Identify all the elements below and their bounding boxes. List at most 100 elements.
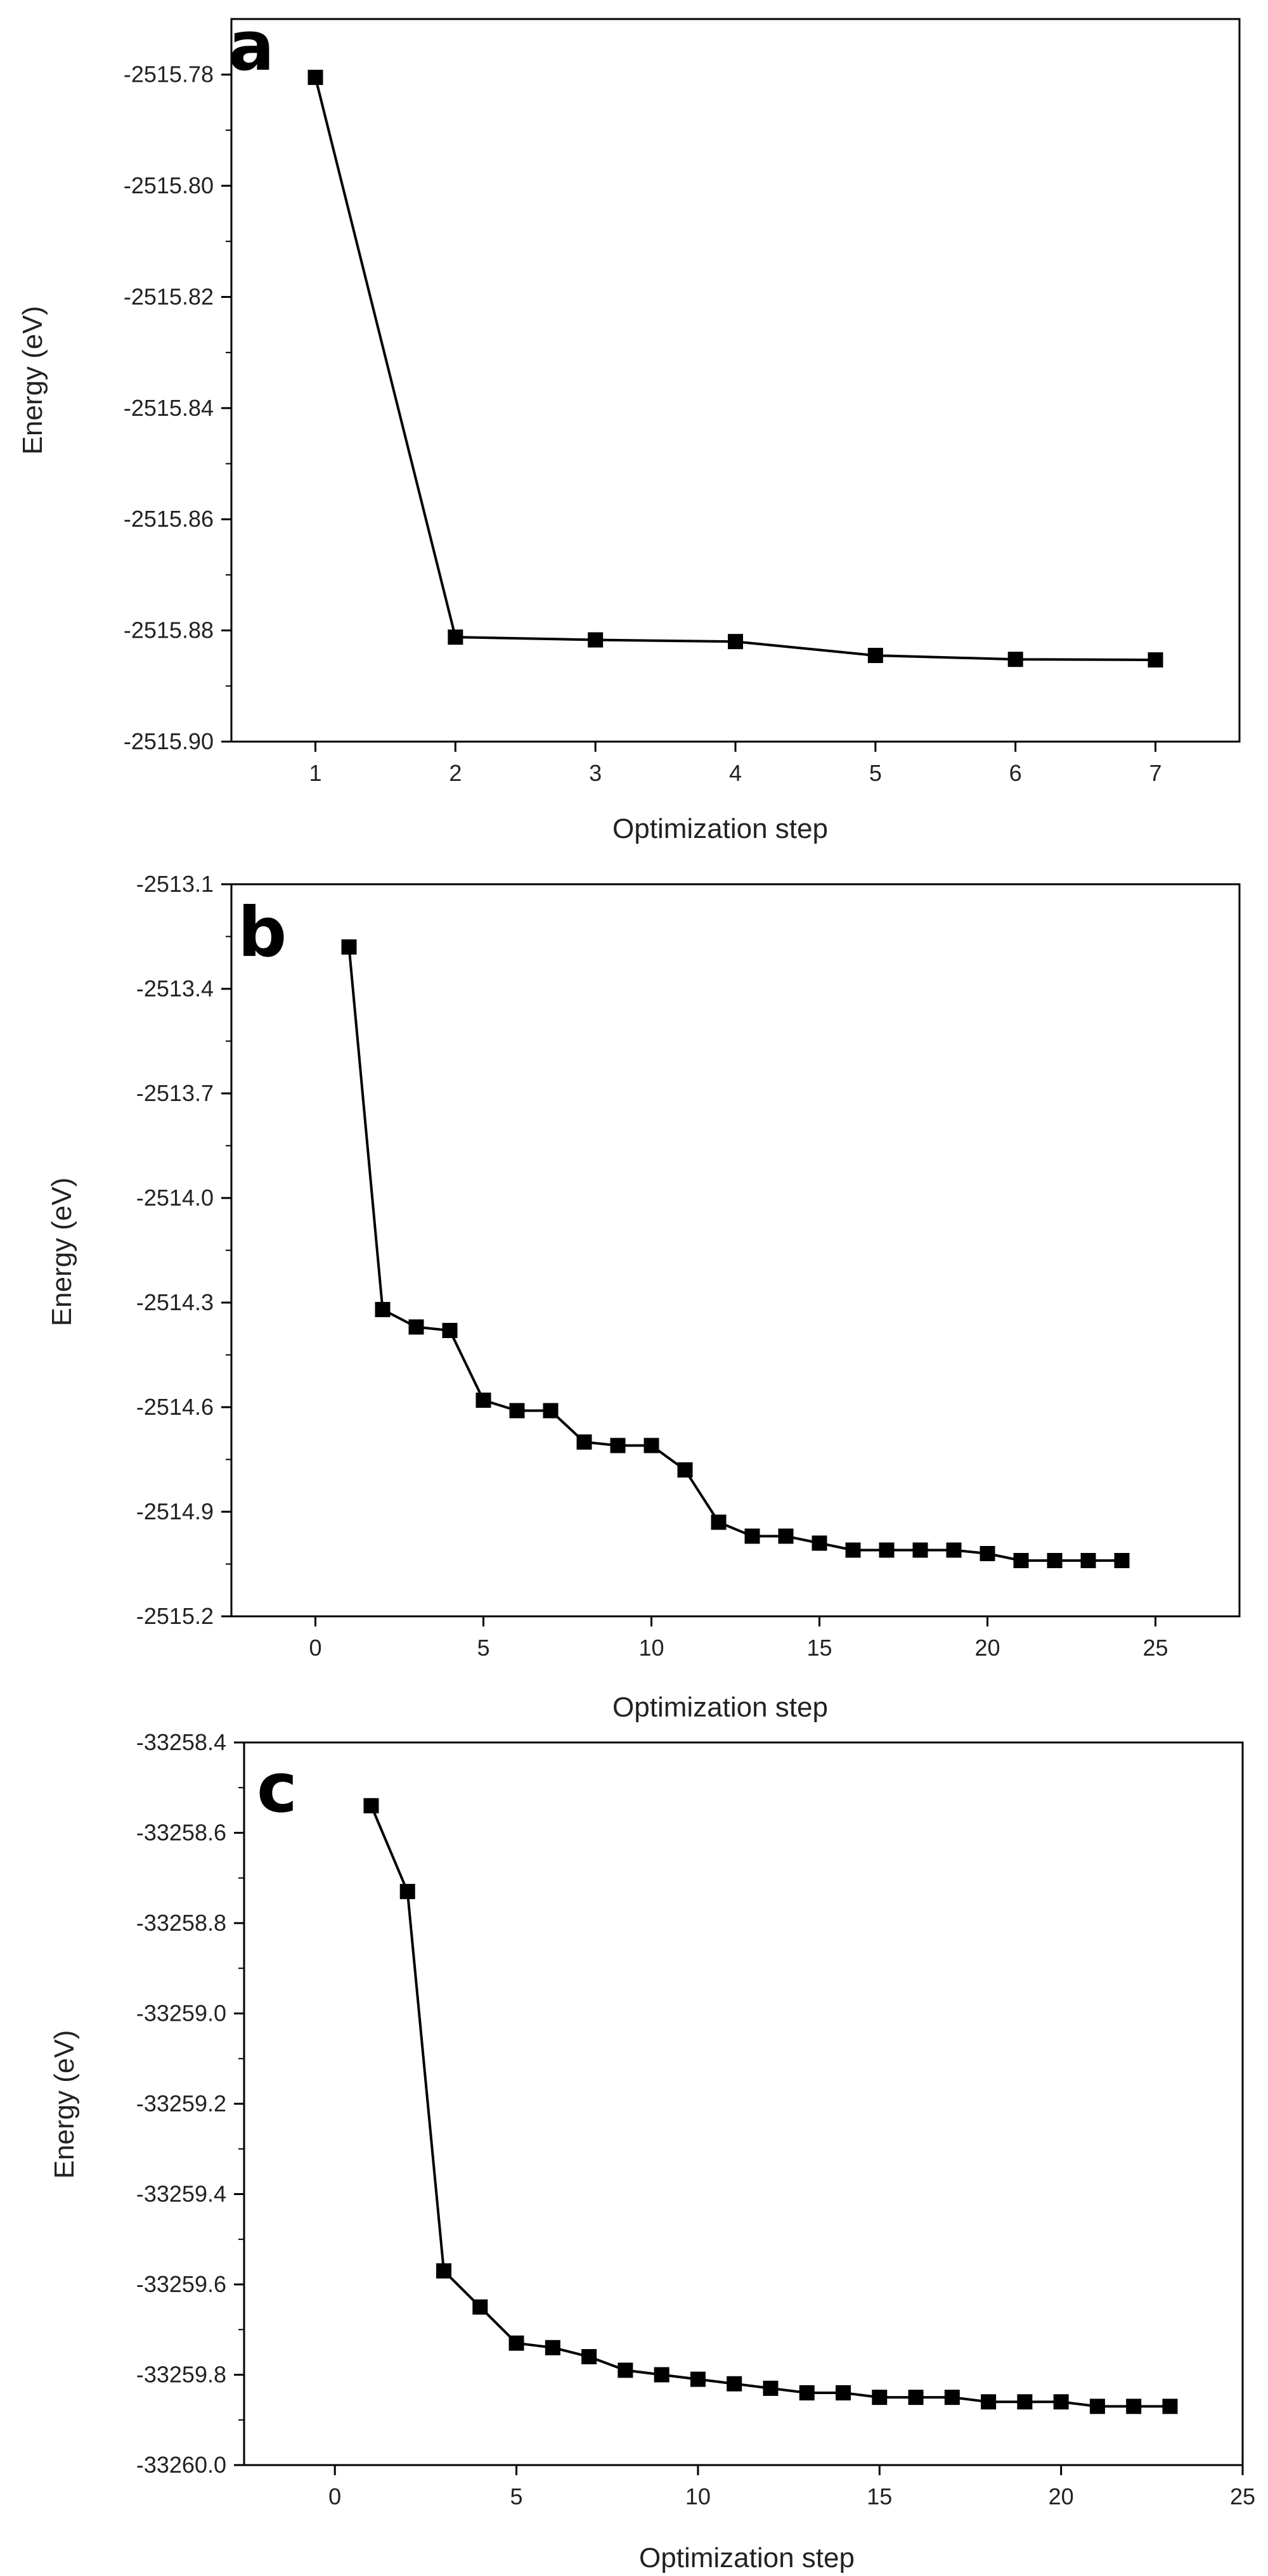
panel-b-data-point [1114, 1553, 1130, 1568]
panel-b-data-point [879, 1542, 895, 1558]
panel-a-data-point [867, 648, 883, 664]
panel-b-ytick-label: -2514.6 [136, 1394, 214, 1420]
panel-c-xtick-label: 10 [685, 2483, 711, 2509]
panel-b-data-point [408, 1319, 424, 1335]
panel-b-ytick-label: -2514.9 [136, 1498, 214, 1524]
panel-a: 1 2 3 4 5 6 7 -2515.78 -2515.80 -2515.82 -2515.84 -… [17, 7, 1241, 844]
panel-a-ytick-label: -2515.88 [124, 617, 214, 643]
panel-c-ytick-label: -33258.6 [136, 1820, 226, 1846]
panel-a-series [307, 70, 1163, 668]
panel-c-ytick-label: -33260.0 [136, 2452, 226, 2478]
panel-c-data-point [1126, 2399, 1142, 2414]
panel-b-ylabel: Energy (eV) [46, 1178, 77, 1327]
panel-b-ytick-label: -2513.4 [136, 976, 214, 1001]
panel-b-xtick-label: 15 [806, 1635, 832, 1661]
panel-a-xtick-label: 2 [449, 760, 462, 786]
panel-b-ytick-label: -2515.2 [136, 1603, 214, 1629]
panel-c-xtick-label: 0 [328, 2483, 341, 2509]
panel-c-series [363, 1798, 1178, 2414]
panel-a-xtick-label: 5 [869, 760, 882, 786]
panel-b-ytick-label: -2514.0 [136, 1185, 214, 1211]
panel-b-data-point [1013, 1553, 1029, 1568]
panel-b-ticks: 0 5 10 15 20 25 -2513.1 -2513.4 -2513.7 -2514.0 -2… [136, 871, 1168, 1661]
panel-a-ytick-label: -2515.86 [124, 506, 214, 532]
panel-a-data-point [307, 70, 323, 86]
panel-a-data-point [1007, 652, 1023, 667]
panel-a-ytick-label: -2515.90 [124, 728, 214, 754]
panel-a-xlabel: Optimization step [612, 813, 828, 844]
panel-a-label: a [228, 7, 275, 86]
panel-b-data-point [375, 1302, 391, 1317]
panel-a-ytick-label: -2515.84 [124, 395, 214, 421]
panel-b-data-point [576, 1434, 592, 1450]
panel-b-xlabel: Optimization step [612, 1692, 828, 1723]
panel-c: 0 5 10 15 20 25 -33258.4 -33258.6 -33258.8 -33259… [49, 1729, 1255, 2573]
panel-c-data-point [727, 2376, 742, 2392]
panel-b-data-point [980, 1546, 995, 1561]
panel-c-ytick-label: -33259.2 [136, 2090, 226, 2116]
panel-b-series [341, 939, 1130, 1568]
panel-a-data-point [728, 634, 743, 650]
panel-c-data-point [581, 2349, 597, 2364]
panel-c-data-point [799, 2385, 815, 2400]
panel-b-data-point [644, 1438, 659, 1453]
panel-b-data-point [610, 1438, 626, 1453]
panel-c-ytick-label: -33258.4 [136, 1729, 226, 1755]
panel-c-label: c [257, 1749, 297, 1828]
panel-b-xtick-label: 5 [477, 1635, 489, 1661]
panel-c-ylabel: Energy (eV) [49, 2030, 80, 2179]
panel-c-data-point [654, 2367, 670, 2383]
panel-b-data-point [744, 1528, 760, 1544]
panel-c-data-point [1089, 2399, 1105, 2414]
panel-a-data-point [448, 629, 463, 645]
panel-a-ticks: 1 2 3 4 5 6 7 -2515.78 -2515.80 -2515.82 -2515.84 -… [124, 61, 1162, 786]
panel-c-data-point [472, 2299, 488, 2315]
panel-a-ytick-label: -2515.82 [124, 283, 214, 309]
panel-c-data-point [545, 2340, 560, 2355]
panel-a-xtick-label: 3 [589, 760, 602, 786]
panel-c-data-point [836, 2385, 851, 2400]
panel-b-data-point [1080, 1553, 1096, 1568]
panel-a-data-point [588, 632, 604, 648]
panel-b-data-point [711, 1514, 727, 1530]
panel-c-xtick-label: 15 [867, 2483, 892, 2509]
panel-a-xtick-label: 6 [1009, 760, 1022, 786]
panel-b-data-point [812, 1535, 827, 1551]
panel-c-xtick-label: 20 [1049, 2483, 1074, 2509]
panel-b-label: b [238, 893, 287, 972]
panel-b-ytick-label: -2513.7 [136, 1080, 214, 1106]
panel-c-xlabel: Optimization step [639, 2542, 855, 2573]
panel-b-data-point [912, 1542, 928, 1558]
panel-c-data-point [763, 2380, 779, 2396]
panel-c-ytick-label: -33259.8 [136, 2362, 226, 2388]
panel-b-ytick-label: -2513.1 [136, 871, 214, 897]
panel-a-xtick-label: 1 [309, 760, 321, 786]
panel-b-data-point [543, 1403, 559, 1419]
panel-c-data-point [690, 2371, 706, 2387]
panel-c-ytick-label: -33259.0 [136, 2000, 226, 2026]
panel-c-ytick-label: -33258.8 [136, 1910, 226, 1936]
panel-c-ytick-label: -33259.4 [136, 2181, 226, 2207]
panel-c-data-point [1053, 2394, 1069, 2410]
panel-c-data-point [908, 2390, 924, 2405]
panel-b-data-point [442, 1323, 458, 1338]
panel-c-data-point [436, 2263, 451, 2279]
panel-b-ytick-label: -2514.3 [136, 1289, 214, 1315]
panel-b-data-point [677, 1462, 693, 1478]
panel-c-data-point [1017, 2394, 1033, 2410]
panel-b-xtick-label: 20 [974, 1635, 1000, 1661]
panel-c-data-point [944, 2390, 960, 2405]
panel-b-xtick-label: 25 [1142, 1635, 1168, 1661]
panel-a-ytick-label: -2515.78 [124, 61, 214, 87]
panel-b-data-point [845, 1542, 861, 1558]
panel-b-data-point [778, 1528, 794, 1544]
panel-b-data-point [946, 1542, 962, 1558]
panel-a-ytick-label: -2515.80 [124, 172, 214, 198]
panel-c-xtick-label: 25 [1230, 2483, 1255, 2509]
panel-b: 0 5 10 15 20 25 -2513.1 -2513.4 -2513.7 -2514.0 -2… [46, 871, 1241, 1723]
panel-c-xtick-label: 5 [510, 2483, 523, 2509]
panel-a-xtick-label: 4 [729, 760, 742, 786]
panel-b-data-point [476, 1393, 491, 1408]
panel-b-data-point [341, 939, 357, 955]
